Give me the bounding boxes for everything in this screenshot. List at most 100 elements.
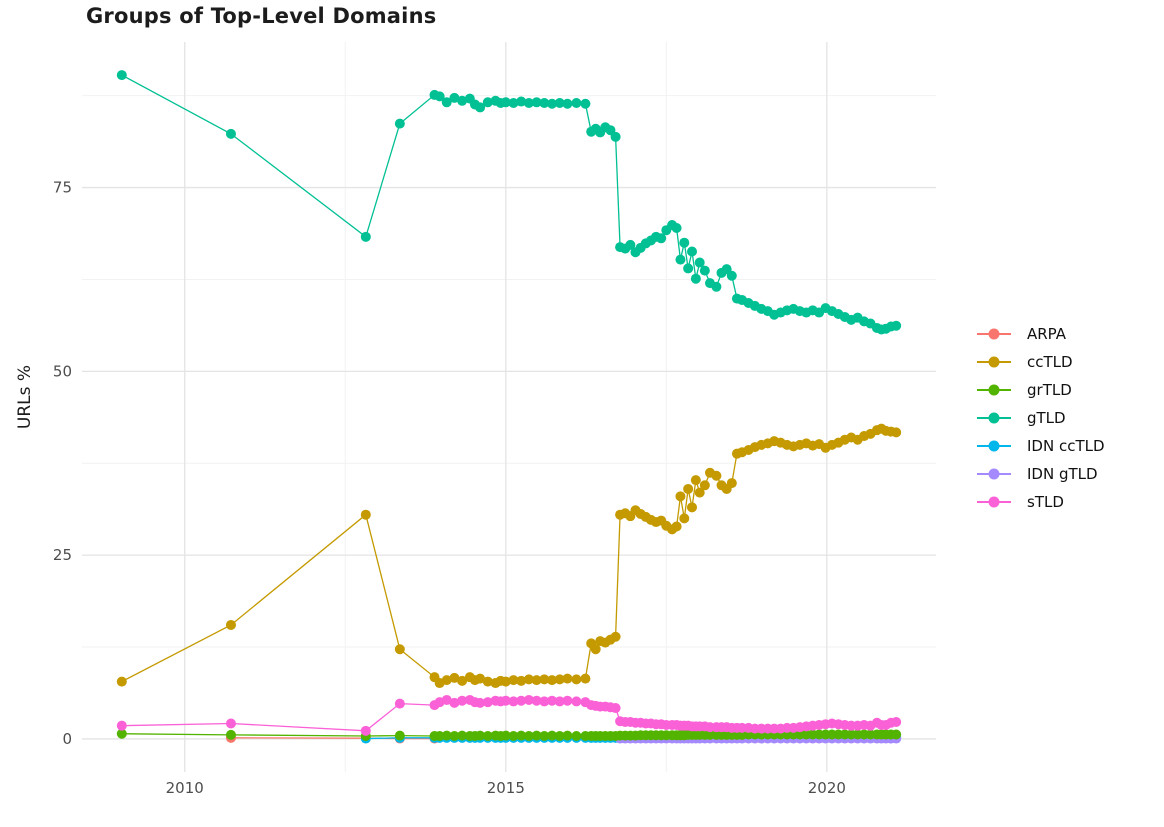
data-point-gtld — [694, 257, 705, 268]
data-point-grtld — [891, 729, 902, 740]
legend-label: ccTLD — [1027, 353, 1073, 371]
data-point-cctld — [571, 674, 582, 685]
data-point-cctld — [225, 619, 236, 630]
data-point-gtld — [523, 98, 534, 109]
data-point-gtld — [434, 91, 445, 102]
series-line-gtld — [121, 74, 897, 331]
y-tick-label: 0 — [62, 730, 72, 748]
data-point-grtld — [482, 730, 493, 741]
data-point-stld — [116, 720, 127, 731]
data-point-cctld — [671, 521, 682, 532]
data-point-cctld — [360, 509, 371, 520]
legend: ARPA ccTLD grTLD gTLD IDN ccTLD IDN gTLD sTLD — [977, 320, 1105, 516]
data-point-cctld — [726, 478, 737, 489]
legend-dot-icon — [988, 440, 1000, 452]
data-point-cctld — [539, 674, 550, 685]
data-point-cctld — [683, 483, 694, 494]
data-point-gtld — [679, 237, 690, 248]
data-point-gtld — [726, 270, 737, 281]
data-point-gtld — [547, 98, 558, 109]
data-point-grtld — [531, 730, 542, 741]
data-point-gtld — [116, 70, 127, 81]
data-point-gtld — [508, 98, 519, 109]
data-point-cctld — [475, 673, 486, 684]
data-point-gtld — [225, 128, 236, 139]
series-line-cctld — [121, 427, 897, 684]
data-point-cctld — [687, 502, 697, 513]
data-point-stld — [516, 695, 527, 706]
data-point-gtld — [539, 98, 550, 109]
data-point-gtld — [571, 98, 582, 109]
data-point-gtld — [394, 118, 405, 129]
data-point-stld — [891, 717, 902, 728]
data-point-gtld — [482, 97, 493, 108]
data-point-cctld — [679, 513, 690, 524]
data-point-stld — [360, 725, 371, 736]
data-point-grtld — [500, 730, 511, 741]
data-point-cctld — [508, 675, 519, 686]
legend-key-icon — [977, 468, 1011, 480]
data-point-grtld — [547, 730, 558, 741]
y-axis-title: URLs % — [15, 364, 35, 430]
data-point-grtld — [562, 730, 573, 741]
data-point-gtld — [441, 97, 452, 108]
data-point-stld — [225, 718, 236, 729]
y-tick-label: 50 — [53, 362, 72, 380]
legend-item-grtld: grTLD — [977, 376, 1105, 404]
data-point-gtld — [531, 97, 542, 108]
data-point-cctld — [699, 480, 710, 491]
data-point-grtld — [116, 728, 127, 739]
data-point-gtld — [475, 102, 486, 113]
data-point-cctld — [554, 674, 565, 685]
legend-label: sTLD — [1027, 493, 1064, 511]
data-point-gtld — [457, 95, 468, 106]
data-point-grtld — [516, 730, 527, 741]
legend-key-icon — [977, 412, 1011, 424]
data-point-gtld — [687, 246, 697, 257]
data-point-grtld — [523, 730, 534, 741]
x-tick-label: 2010 — [166, 779, 204, 797]
data-point-cctld — [394, 644, 405, 655]
legend-item-idn-cctld: IDN ccTLD — [977, 432, 1105, 460]
data-point-cctld — [675, 491, 686, 502]
data-point-grtld — [394, 730, 405, 741]
data-point-stld — [508, 696, 519, 707]
data-point-cctld — [482, 676, 493, 687]
data-point-cctld — [441, 675, 452, 686]
data-point-gtld — [610, 131, 621, 142]
data-point-stld — [523, 694, 534, 705]
data-point-cctld — [449, 672, 460, 683]
data-point-grtld — [508, 730, 519, 741]
data-point-grtld — [225, 729, 236, 740]
data-point-gtld — [500, 97, 511, 108]
data-point-stld — [441, 694, 452, 705]
data-point-gtld — [516, 96, 527, 107]
legend-dot-icon — [988, 384, 1000, 396]
chart-title: Groups of Top-Level Domains — [86, 4, 437, 28]
data-point-cctld — [531, 675, 542, 686]
legend-label: grTLD — [1027, 381, 1072, 399]
data-point-stld — [475, 697, 486, 708]
legend-key-icon — [977, 440, 1011, 452]
x-tick-label: 2020 — [808, 779, 846, 797]
legend-label: IDN gTLD — [1027, 465, 1098, 483]
data-point-grtld — [571, 730, 582, 741]
data-point-gtld — [711, 281, 722, 292]
data-point-cctld — [694, 487, 705, 498]
data-point-cctld — [590, 644, 601, 655]
data-point-stld — [554, 696, 565, 707]
data-point-stld — [457, 695, 468, 706]
legend-item-cctld: ccTLD — [977, 348, 1105, 376]
legend-key-icon — [977, 328, 1011, 340]
data-point-gtld — [683, 263, 694, 274]
legend-dot-icon — [988, 356, 1000, 368]
data-point-stld — [449, 697, 460, 708]
data-point-stld — [562, 695, 573, 706]
data-point-cctld — [610, 631, 621, 642]
legend-dot-icon — [988, 496, 1000, 508]
data-point-cctld — [562, 673, 573, 684]
legend-label: ARPA — [1027, 325, 1067, 343]
data-point-grtld — [457, 730, 468, 741]
data-point-stld — [610, 703, 621, 714]
